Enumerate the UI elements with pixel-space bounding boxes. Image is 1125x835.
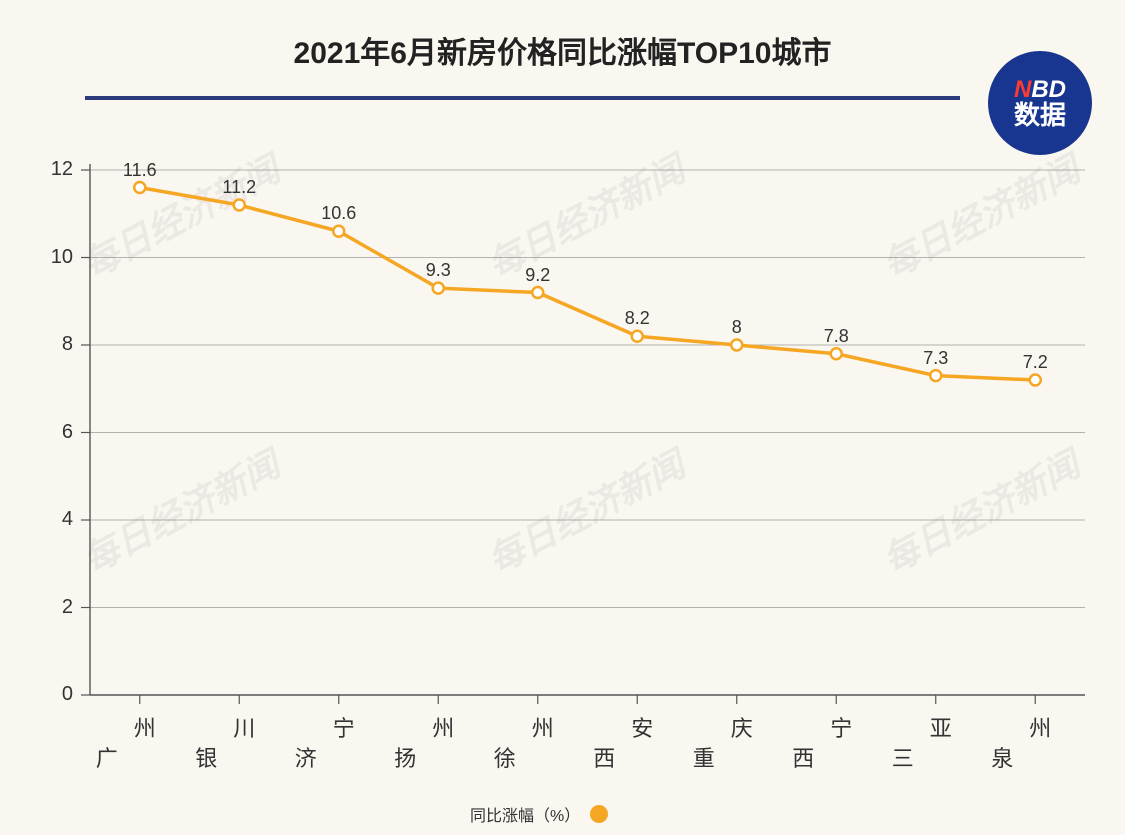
x-tick-label: 重 (693, 741, 723, 773)
y-tick-label: 12 (33, 158, 73, 181)
line-chart (0, 0, 1125, 835)
x-tick-label: 州 (532, 711, 562, 743)
x-tick-label: 州 (1029, 711, 1059, 743)
value-label: 11.6 (115, 160, 165, 181)
value-label: 9.2 (513, 265, 563, 286)
y-tick-label: 0 (33, 683, 73, 706)
x-tick-label: 州 (432, 711, 462, 743)
x-tick-label: 三 (892, 741, 922, 773)
x-tick-label: 济 (295, 741, 325, 773)
value-label: 7.3 (911, 348, 961, 369)
value-label: 11.2 (214, 177, 264, 198)
x-tick-label: 亚 (930, 711, 960, 743)
legend-label: 同比涨幅（%） (470, 802, 580, 826)
x-tick-label: 州 (134, 711, 164, 743)
x-tick-label: 广 (96, 741, 126, 773)
value-label: 8.2 (612, 308, 662, 329)
value-label: 7.8 (811, 326, 861, 347)
x-tick-label: 泉 (991, 741, 1021, 773)
y-tick-label: 4 (33, 508, 73, 531)
value-label: 10.6 (314, 203, 364, 224)
x-tick-label: 徐 (494, 741, 524, 773)
x-tick-label: 西 (593, 741, 623, 773)
x-tick-label: 庆 (731, 711, 761, 743)
x-tick-label: 宁 (333, 711, 363, 743)
legend-dot (590, 805, 608, 823)
value-label: 8 (712, 317, 762, 338)
legend: 同比涨幅（%） (470, 802, 608, 826)
x-tick-label: 银 (195, 741, 225, 773)
x-tick-label: 扬 (394, 741, 424, 773)
y-tick-label: 2 (33, 596, 73, 619)
x-tick-label: 安 (631, 711, 661, 743)
x-tick-label: 西 (792, 741, 822, 773)
value-label: 7.2 (1010, 352, 1060, 373)
value-label: 9.3 (413, 260, 463, 281)
y-tick-label: 8 (33, 333, 73, 356)
x-tick-label: 宁 (830, 711, 860, 743)
y-tick-label: 10 (33, 246, 73, 269)
y-tick-label: 6 (33, 421, 73, 444)
x-tick-label: 川 (233, 711, 263, 743)
